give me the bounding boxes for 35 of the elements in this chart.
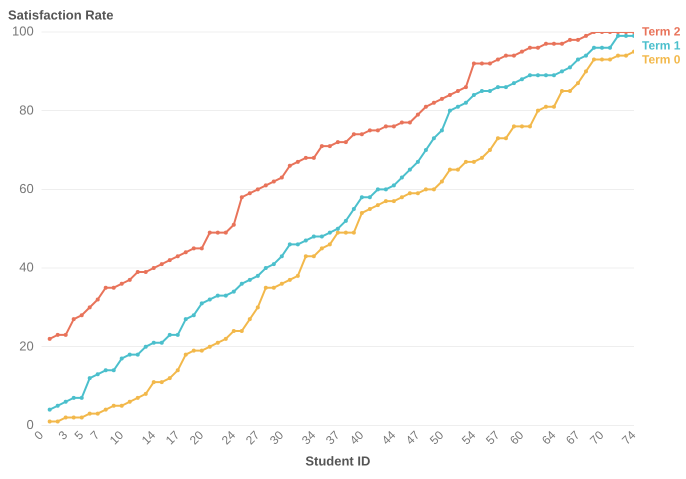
x-tick-label: 74 [619,428,639,448]
series-label: Term 2 [642,24,681,38]
series-label: Term 0 [642,52,681,66]
y-tick-label: 0 [26,416,34,432]
y-axis-title: Satisfaction Rate [8,8,114,23]
x-tick-label: 20 [186,428,206,448]
x-tick-label: 70 [587,428,607,448]
x-tick-label: 7 [88,428,102,443]
y-tick-label: 80 [19,102,34,118]
x-tick-label: 27 [242,428,262,448]
y-tick-label: 60 [19,180,34,196]
x-axis-title: Student ID [305,454,370,469]
series-label: Term 1 [642,38,681,52]
x-tick-label: 37 [322,428,343,448]
x-tick-label: 3 [56,428,70,443]
x-tick-label: 67 [563,428,583,448]
x-tick-label: 30 [266,428,286,448]
x-tick-label: 57 [483,428,503,448]
x-tick-label: 44 [378,428,399,448]
y-tick-label: 40 [19,260,34,275]
x-tick-label: 60 [507,428,527,448]
x-tick-label: 5 [72,428,86,443]
y-tick-label: 20 [19,338,34,354]
x-tick-label: 50 [427,428,447,448]
y-tick-label: 100 [12,24,34,39]
x-tick-label: 24 [218,428,238,448]
x-tick-label: 54 [459,428,479,448]
x-tick-label: 47 [403,428,423,448]
x-tick-label: 10 [106,428,126,448]
x-tick-label: 0 [32,428,46,443]
x-tick-label: 14 [138,428,158,448]
x-tick-label: 34 [298,428,319,448]
x-tick-label: 17 [162,428,182,448]
x-tick-label: 64 [539,428,559,448]
x-tick-label: 40 [346,428,367,448]
